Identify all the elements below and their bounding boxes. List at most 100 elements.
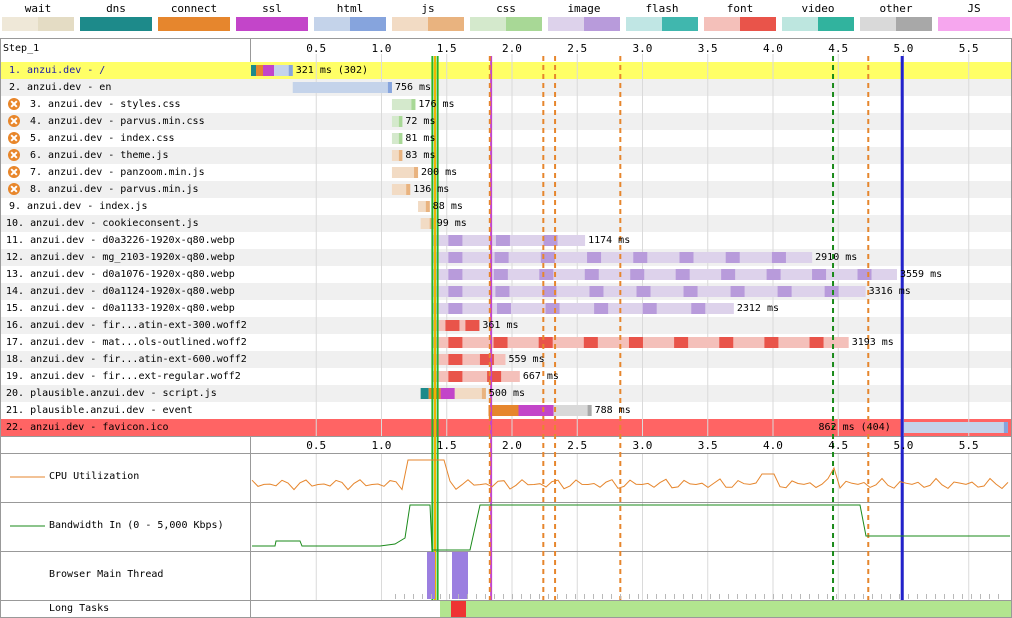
cpu-label: CPU Utilization (49, 471, 140, 482)
legend-js: js (390, 0, 466, 36)
legend-swatch (314, 17, 386, 31)
legend-label: js (421, 2, 435, 15)
main-thread-activity (503, 594, 504, 599)
download-chunk (411, 99, 416, 110)
request-label[interactable]: 3. anzui.dev - styles.css (30, 99, 181, 110)
main-thread-activity (647, 594, 648, 599)
request-bar (432, 354, 506, 365)
main-thread-activity (692, 594, 693, 599)
request-label[interactable]: 9. anzui.dev - index.js (9, 201, 148, 212)
error-icon (8, 132, 20, 144)
legend-ssl: ssl (234, 0, 310, 36)
main-thread-activity (962, 594, 963, 599)
request-label[interactable]: 2. anzui.dev - en (9, 82, 112, 93)
request-label[interactable]: 17. anzui.dev - mat...ols-outlined.woff2 (6, 337, 247, 348)
main-thread-activity (458, 594, 459, 599)
main-thread-label: Browser Main Thread (49, 569, 164, 580)
legend-swatch (704, 17, 776, 31)
legend-flash: flash (624, 0, 700, 36)
request-label[interactable]: 4. anzui.dev - parvus.min.css (30, 116, 205, 127)
download-chunk (288, 65, 293, 76)
legend-swatch (860, 17, 932, 31)
download-chunk (764, 337, 779, 348)
request-row-bg (1, 164, 1011, 181)
download-chunk (481, 388, 486, 399)
download-chunk (771, 252, 786, 263)
download-chunk (543, 235, 558, 246)
main-thread-activity (935, 594, 936, 599)
main-thread-activity (593, 594, 594, 599)
request-row-bg (1, 62, 1011, 79)
dns-segment (420, 388, 429, 399)
ssl-segment (440, 388, 455, 399)
request-label[interactable]: 19. anzui.dev - fir...ext-regular.woff2 (6, 371, 241, 382)
request-duration: 1174 ms (588, 235, 631, 246)
download-chunk (633, 252, 648, 263)
request-label[interactable]: 21. plausible.anzui.dev - event (6, 405, 193, 416)
request-label[interactable]: 7. anzui.dev - panzoom.min.js (30, 167, 205, 178)
download-chunk (857, 269, 872, 280)
legend-connect: connect (156, 0, 232, 36)
download-chunk (448, 337, 463, 348)
request-label[interactable]: 11. anzui.dev - d0a3226-1920x-q80.webp (6, 235, 235, 246)
main-thread-activity (452, 552, 468, 599)
request-duration: 2312 ms (736, 303, 779, 314)
main-thread-activity (773, 594, 774, 599)
main-thread-activity (395, 594, 396, 599)
time-tick: 3.0 (632, 42, 653, 55)
request-label[interactable]: 20. plausible.anzui.dev - script.js (6, 388, 217, 399)
download-chunk (628, 337, 643, 348)
request-label[interactable]: 15. anzui.dev - d0a1133-1920x-q80.webp (6, 303, 235, 314)
legend-html: html (312, 0, 388, 36)
legend-swatch (548, 17, 620, 31)
download-chunk (719, 337, 734, 348)
main-thread-activity (530, 594, 531, 599)
request-label[interactable]: 14. anzui.dev - d0a1124-1920x-q80.webp (6, 286, 235, 297)
request-label[interactable]: 10. anzui.dev - cookieconsent.js (6, 218, 199, 229)
request-label[interactable]: 18. anzui.dev - fir...atin-ext-600.woff2 (6, 354, 247, 365)
main-thread-activity (746, 594, 747, 599)
download-chunk (493, 337, 508, 348)
request-label[interactable]: 8. anzui.dev - parvus.min.js (30, 184, 199, 195)
download-chunk (674, 337, 689, 348)
request-row-bg (1, 113, 1011, 130)
main-thread-activity (800, 594, 801, 599)
download-chunk (398, 116, 403, 127)
request-label[interactable]: 1. anzui.dev - / (9, 65, 106, 76)
legend-swatch (236, 17, 308, 31)
request-label[interactable]: 16. anzui.dev - fir...atin-ext-300.woff2 (6, 320, 247, 331)
request-bar (903, 422, 1008, 433)
download-chunk (636, 286, 651, 297)
request-duration: 361 ms (482, 320, 519, 331)
main-thread-activity (989, 594, 990, 599)
request-bar (432, 371, 520, 382)
cpu-line (251, 459, 1009, 491)
error-icon (8, 149, 20, 161)
time-tick: 5.5 (958, 42, 979, 55)
request-bar (391, 99, 416, 110)
waterfall-svg (0, 38, 1012, 618)
download-chunk (594, 303, 609, 314)
download-chunk (445, 320, 460, 331)
main-thread-activity (980, 594, 981, 599)
download-chunk (824, 286, 839, 297)
request-bar (432, 269, 897, 280)
request-duration: 176 ms (418, 99, 455, 110)
request-label[interactable]: 13. anzui.dev - d0a1076-1920x-q80.webp (6, 269, 235, 280)
main-thread-activity (782, 594, 783, 599)
request-label[interactable]: 5. anzui.dev - index.css (30, 133, 175, 144)
request-label[interactable]: 6. anzui.dev - theme.js (30, 150, 169, 161)
request-bar (391, 133, 403, 144)
request-row-bg (1, 419, 1011, 436)
main-thread-activity (710, 594, 711, 599)
request-duration: 3559 ms (899, 269, 943, 280)
request-duration: 862 ms (404) (818, 422, 891, 433)
main-thread-activity (422, 594, 423, 599)
request-label[interactable]: 12. anzui.dev - mg_2103-1920x-q80.webp (6, 252, 235, 263)
bandwidth-label: Bandwidth In (0 - 5,000 Kbps) (49, 520, 224, 531)
long-task-ok (440, 601, 1011, 617)
request-bar (391, 150, 403, 161)
main-thread-activity (611, 594, 612, 599)
download-chunk (387, 82, 392, 93)
request-label[interactable]: 22. anzui.dev - favicon.ico (6, 422, 169, 433)
